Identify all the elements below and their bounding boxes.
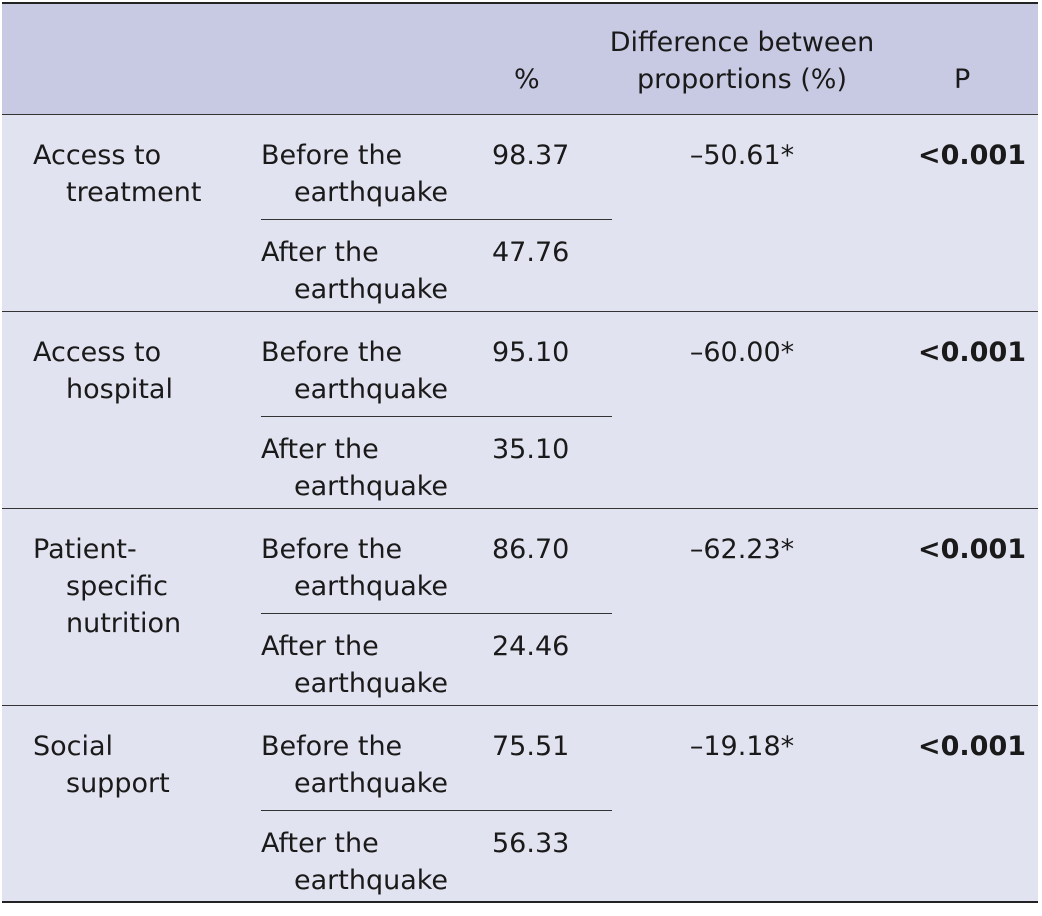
- variable-label: Patient- specific nutrition: [33, 531, 181, 642]
- difference-value: –50.61*: [689, 140, 795, 171]
- period-line: earthquake: [294, 865, 449, 896]
- before-value: 95.10: [492, 337, 570, 368]
- variable-line: treatment: [66, 177, 202, 208]
- table-row-group: Social support Before the earthquake 75.…: [2, 706, 1038, 903]
- period-line: earthquake: [294, 571, 449, 602]
- variable-line: Access to: [33, 337, 162, 368]
- after-value: 47.76: [492, 237, 570, 268]
- period-line: earthquake: [294, 374, 449, 405]
- p-value: <0.001: [918, 534, 1027, 565]
- period-line: Before the: [261, 731, 403, 762]
- table-row-group: Access to hospital Before the earthquake…: [2, 312, 1038, 509]
- table-row-group: Patient- specific nutrition Before the e…: [2, 509, 1038, 706]
- after-label: After the earthquake: [261, 825, 448, 899]
- variable-line: Social: [33, 731, 114, 762]
- variable-line: Patient-: [33, 534, 137, 565]
- after-value: 35.10: [492, 434, 570, 465]
- period-line: Before the: [261, 337, 403, 368]
- period-line: Before the: [261, 140, 403, 171]
- before-value: 75.51: [492, 731, 570, 762]
- p-value: <0.001: [918, 140, 1027, 171]
- data-table: % Difference between proportions (%) P A…: [2, 2, 1038, 903]
- p-value: <0.001: [918, 337, 1027, 368]
- row-divider: [261, 613, 612, 614]
- row-divider: [261, 810, 612, 811]
- before-value: 86.70: [492, 534, 570, 565]
- table-row-group: Access to treatment Before the earthquak…: [2, 115, 1038, 312]
- variable-label: Social support: [33, 728, 170, 802]
- before-label: Before the earthquake: [261, 334, 448, 408]
- header-difference-line: Difference between: [609, 27, 875, 58]
- difference-value: –19.18*: [689, 731, 795, 762]
- variable-line: nutrition: [66, 608, 182, 639]
- after-label: After the earthquake: [261, 628, 448, 702]
- variable-line: support: [66, 768, 170, 799]
- p-value: <0.001: [918, 731, 1027, 762]
- before-label: Before the earthquake: [261, 531, 448, 605]
- period-line: earthquake: [294, 471, 449, 502]
- row-divider: [261, 416, 612, 417]
- after-value: 24.46: [492, 631, 570, 662]
- header-p: P: [954, 64, 971, 95]
- after-label: After the earthquake: [261, 431, 448, 505]
- period-line: earthquake: [294, 177, 449, 208]
- table-header: % Difference between proportions (%) P: [2, 4, 1038, 115]
- variable-label: Access to treatment: [33, 137, 201, 211]
- period-line: earthquake: [294, 274, 449, 305]
- period-line: After the: [261, 631, 379, 662]
- after-label: After the earthquake: [261, 234, 448, 308]
- row-divider: [261, 219, 612, 220]
- header-percent: %: [514, 64, 540, 95]
- variable-label: Access to hospital: [33, 334, 173, 408]
- before-label: Before the earthquake: [261, 728, 448, 802]
- variable-line: hospital: [66, 374, 173, 405]
- variable-line: Access to: [33, 140, 162, 171]
- header-difference: Difference between proportions (%): [600, 24, 884, 98]
- period-line: After the: [261, 828, 379, 859]
- period-line: earthquake: [294, 768, 449, 799]
- variable-line: specific: [66, 571, 169, 602]
- before-label: Before the earthquake: [261, 137, 448, 211]
- difference-value: –62.23*: [689, 534, 795, 565]
- before-value: 98.37: [492, 140, 570, 171]
- period-line: Before the: [261, 534, 403, 565]
- after-value: 56.33: [492, 828, 570, 859]
- period-line: earthquake: [294, 668, 449, 699]
- period-line: After the: [261, 237, 379, 268]
- header-difference-line: proportions (%): [636, 64, 847, 95]
- difference-value: –60.00*: [689, 337, 795, 368]
- period-line: After the: [261, 434, 379, 465]
